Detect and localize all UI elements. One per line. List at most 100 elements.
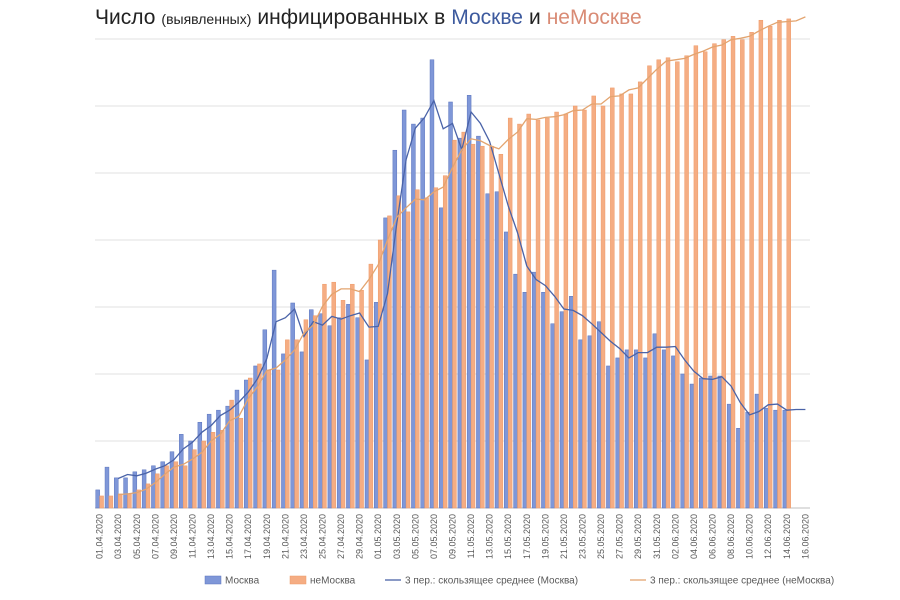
bar	[179, 434, 184, 509]
bar	[271, 269, 277, 509]
bar	[740, 39, 745, 509]
bar	[262, 329, 268, 509]
x-tick-label: 23.04.2020	[299, 514, 309, 559]
x-tick-label: 06.06.2020	[708, 514, 718, 559]
bar	[336, 317, 342, 509]
x-tick-label: 01.04.2020	[95, 514, 105, 559]
bar	[377, 239, 383, 509]
x-tick-label: 05.04.2020	[132, 514, 142, 559]
title-part: и	[529, 6, 541, 29]
bar	[717, 375, 723, 509]
bar	[782, 409, 788, 509]
bar	[764, 407, 769, 509]
bar	[522, 292, 528, 509]
bar	[545, 117, 550, 509]
bar	[331, 281, 336, 509]
x-tick-label: 31.05.2020	[652, 514, 662, 559]
bar	[383, 217, 388, 509]
bar	[192, 449, 197, 509]
bar	[712, 43, 717, 509]
bar	[661, 349, 667, 509]
bar	[160, 461, 165, 509]
bar	[123, 477, 128, 509]
bar	[643, 357, 648, 509]
bar	[220, 430, 225, 509]
title-part: Число	[95, 6, 155, 29]
bar	[322, 283, 327, 509]
bar	[498, 153, 504, 509]
legend-label: Москва	[225, 576, 260, 587]
bar	[117, 493, 123, 509]
bar	[364, 359, 370, 509]
bar	[266, 369, 271, 509]
x-tick-label: 29.04.2020	[355, 514, 365, 559]
x-tick-label: 21.05.2020	[559, 514, 569, 559]
x-tick-label: 15.05.2020	[503, 514, 513, 559]
x-tick-label: 13.04.2020	[206, 514, 216, 559]
bar	[359, 290, 364, 509]
bar	[569, 296, 574, 509]
bar	[656, 59, 661, 509]
bar	[442, 175, 448, 509]
x-tick-label: 12.06.2020	[763, 514, 773, 559]
bar	[572, 105, 578, 509]
bar	[95, 489, 100, 509]
bar	[466, 95, 472, 509]
x-tick-label: 11.05.2020	[466, 514, 476, 558]
bar	[275, 369, 281, 509]
x-tick-label: 11.04.2020	[188, 514, 198, 558]
bar	[624, 349, 630, 509]
bar	[327, 325, 333, 509]
x-tick-label: 14.06.2020	[782, 514, 792, 559]
bar	[702, 51, 708, 509]
legend-swatch	[289, 575, 307, 585]
bar	[461, 131, 466, 509]
bar	[730, 36, 736, 509]
bar	[145, 483, 151, 509]
bar	[136, 489, 141, 509]
bar	[415, 189, 420, 509]
bar	[689, 383, 695, 509]
bar	[531, 271, 537, 509]
bar	[318, 313, 323, 509]
x-tick-label: 21.04.2020	[280, 514, 290, 559]
bar	[290, 302, 295, 509]
title-part: инфицированных в	[257, 6, 445, 29]
bar	[680, 373, 685, 509]
legend-label: 3 пер.: скользящее среднее (Москва)	[405, 576, 578, 587]
bar	[758, 19, 764, 509]
bar	[615, 357, 620, 509]
bar	[526, 113, 531, 509]
x-tick-label: 07.04.2020	[150, 514, 160, 559]
bar	[457, 137, 463, 509]
bar	[99, 495, 104, 509]
bar	[114, 477, 119, 509]
bar	[489, 145, 494, 509]
bar	[634, 349, 639, 509]
bar	[433, 187, 439, 509]
x-tick-label: 16.06.2020	[800, 514, 810, 559]
x-tick-label: 01.05.2020	[373, 514, 383, 559]
bar	[786, 18, 791, 509]
bar	[582, 109, 587, 509]
bar	[281, 353, 286, 509]
bar	[424, 197, 429, 509]
bar	[104, 466, 110, 509]
legend-label: неМосква	[310, 576, 356, 587]
bar	[684, 55, 689, 509]
bar	[411, 123, 416, 509]
bar	[303, 319, 309, 509]
bar	[229, 399, 234, 509]
bar	[368, 263, 374, 509]
bar	[736, 428, 741, 509]
bar	[606, 365, 611, 509]
x-tick-label: 27.04.2020	[336, 514, 346, 559]
bar	[507, 117, 513, 509]
bar	[596, 321, 602, 509]
bar	[749, 32, 754, 509]
bar	[387, 215, 392, 509]
moving-average-line	[118, 16, 806, 496]
bar	[559, 311, 565, 509]
bar	[591, 95, 596, 509]
